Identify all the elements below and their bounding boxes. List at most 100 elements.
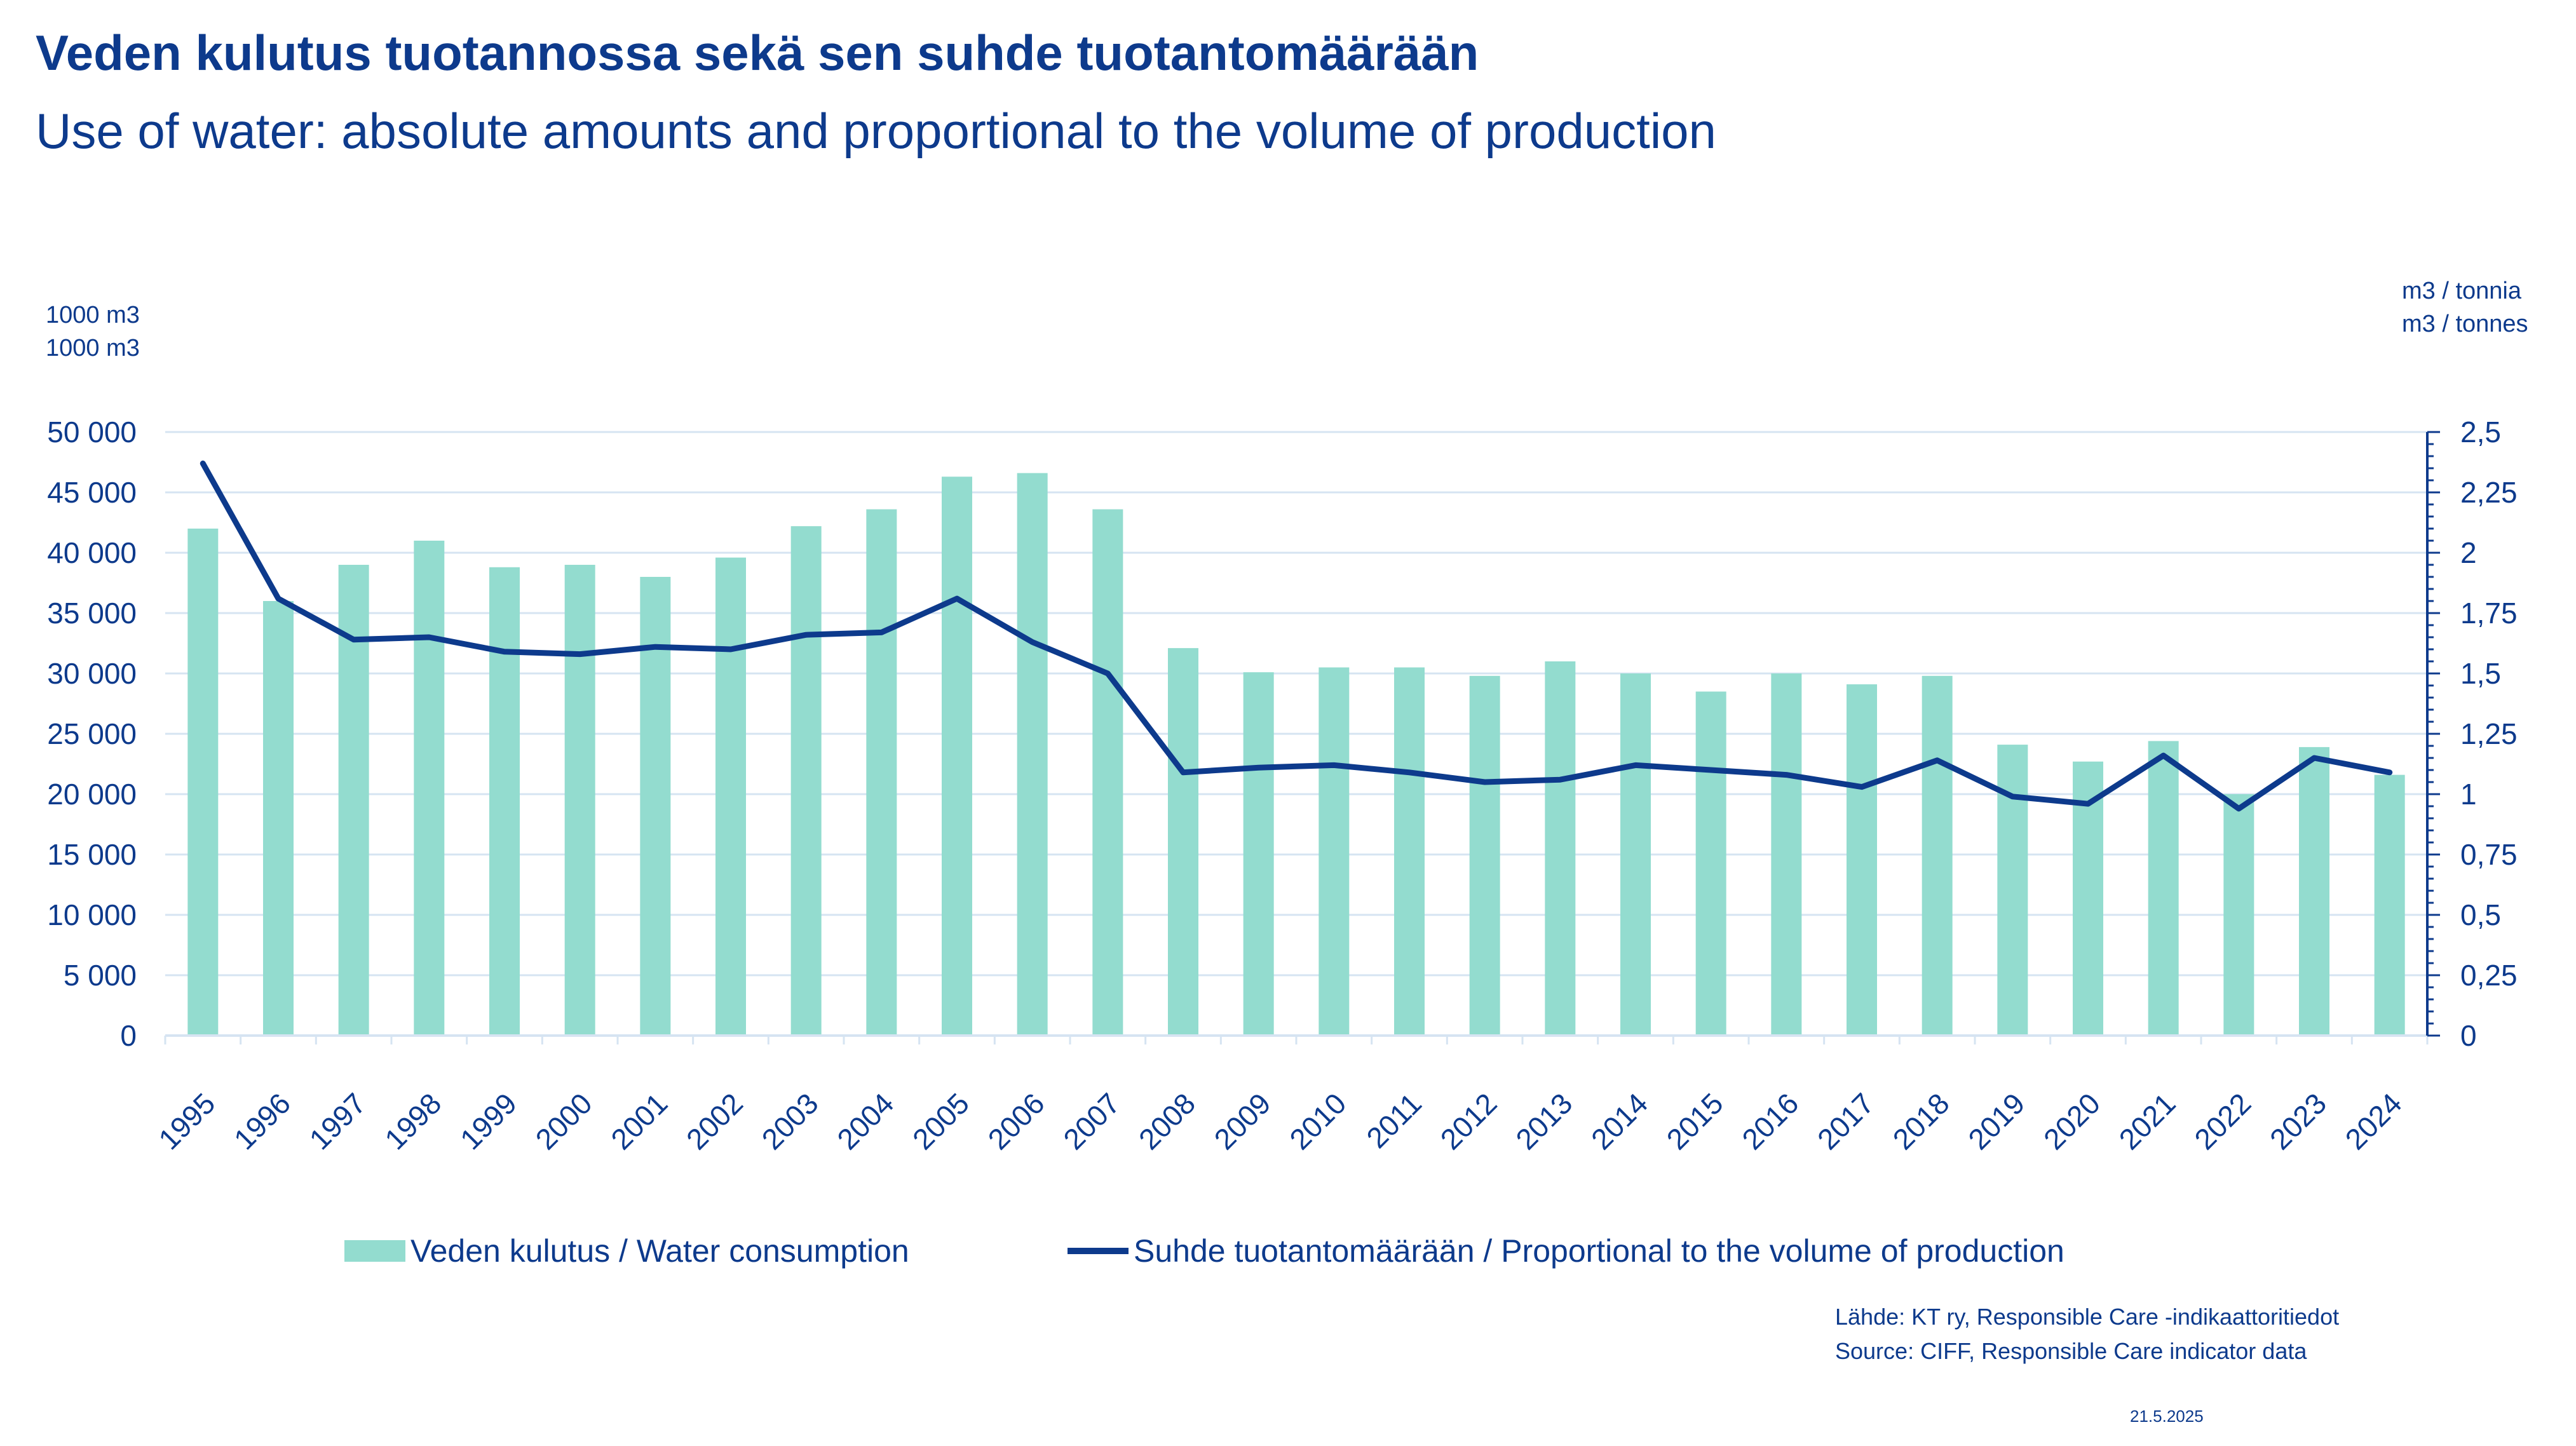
legend-bar-swatch [344, 1240, 405, 1262]
x-tick-label-2022: 2022 [2188, 1086, 2257, 1156]
bar-2023 [2299, 747, 2329, 1036]
bar-2013 [1545, 661, 1576, 1036]
line-point-2015 [1710, 769, 1712, 771]
line-point-2021 [2162, 755, 2164, 757]
x-tick-label-2009: 2009 [1208, 1086, 1277, 1156]
left-tick-label: 15 000 [47, 838, 137, 871]
x-tick-label-1995: 1995 [152, 1086, 221, 1156]
line-path [200, 460, 2393, 812]
chart-title: Veden kulutus tuotannossa sekä sen suhde… [36, 25, 1479, 81]
x-tick-label-2013: 2013 [1509, 1086, 1578, 1156]
x-tick-label-2020: 2020 [2037, 1086, 2106, 1156]
line-point-2002 [730, 649, 731, 650]
bar-1995 [187, 529, 219, 1036]
left-tick-label: 20 000 [47, 778, 137, 811]
bar-2022 [2223, 794, 2254, 1036]
x-tick-label-2000: 2000 [529, 1086, 599, 1156]
right-tick-label: 2 [2460, 536, 2477, 569]
left-tick-label: 10 000 [47, 898, 137, 931]
bar-2014 [1620, 673, 1651, 1036]
right-tick-label: 0 [2460, 1019, 2477, 1052]
left-tick-label: 25 000 [47, 717, 137, 750]
x-tick-label-1999: 1999 [454, 1086, 523, 1156]
x-axis-tick-labels: 1995 1996 1997 1998 1999 2000 2001 2002 2003 2004… [152, 1086, 2408, 1156]
bar-2012 [1469, 675, 1500, 1036]
left-axis-unit-fi: 1000 m3 [46, 302, 140, 328]
chart-subtitle: Use of water: absolute amounts and propo… [36, 103, 1716, 159]
x-tick-label-2012: 2012 [1434, 1086, 1503, 1156]
bar-1999 [489, 567, 520, 1036]
bar-2011 [1394, 667, 1425, 1036]
bar-2020 [2073, 761, 2103, 1036]
left-tick-label: 50 000 [47, 416, 137, 449]
source-line-en: Source: CIFF, Responsible Care indicator… [1835, 1338, 2307, 1364]
x-tick-label-2006: 2006 [982, 1086, 1051, 1156]
x-tick-label-2024: 2024 [2339, 1086, 2408, 1156]
x-tick-label-2005: 2005 [906, 1086, 975, 1156]
left-tick-label: 35 000 [47, 597, 137, 630]
axes [164, 431, 2440, 1044]
x-tick-label-2008: 2008 [1132, 1086, 1202, 1156]
left-tick-label: 0 [120, 1019, 137, 1052]
left-axis-tick-labels: 0 5 000 10 000 15 000 20 000 25 000 30 000 35 0… [47, 416, 137, 1052]
x-tick-label-2011: 2011 [1360, 1086, 1428, 1154]
bar-2010 [1319, 667, 1350, 1036]
line-point-2010 [1333, 764, 1335, 766]
left-axis-unit-en: 1000 m3 [46, 335, 140, 362]
bar-2009 [1243, 672, 1274, 1036]
line-point-2006 [1031, 641, 1033, 643]
left-tick-label: 30 000 [47, 657, 137, 690]
bar-2018 [1922, 675, 1953, 1036]
line-point-2018 [1936, 759, 1938, 761]
line-point-2016 [1786, 774, 1787, 776]
line-point-2017 [1861, 786, 1862, 788]
line-point-1997 [353, 639, 355, 640]
left-tick-label: 40 000 [47, 536, 137, 569]
bar-2021 [2148, 741, 2179, 1036]
bar-2005 [942, 476, 972, 1036]
source-line-fi: Lähde: KT ry, Responsible Care -indikaat… [1835, 1304, 2340, 1330]
bar-2008 [1168, 648, 1198, 1036]
source-note: Lähde: KT ry, Responsible Care -indikaat… [1835, 1300, 2339, 1368]
right-tick-label: 1,25 [2460, 717, 2518, 750]
right-tick-label: 0,75 [2460, 838, 2518, 871]
right-tick-label: 1,75 [2460, 597, 2518, 630]
left-tick-label: 5 000 [64, 959, 137, 992]
x-tick-label-1998: 1998 [378, 1086, 447, 1156]
right-tick-label: 1,5 [2460, 657, 2501, 690]
line-point-2022 [2238, 807, 2240, 809]
left-axis-unit: 1000 m3 1000 m3 [46, 299, 140, 365]
bar-2015 [1695, 691, 1726, 1036]
bar-2002 [715, 557, 746, 1036]
line-point-2014 [1635, 764, 1636, 766]
bar-1997 [338, 565, 369, 1036]
left-tick-label: 45 000 [47, 476, 137, 509]
bar-2017 [1847, 684, 1877, 1036]
line-point-2008 [1183, 771, 1184, 773]
x-tick-label-1997: 1997 [303, 1086, 372, 1156]
line-point-2024 [2389, 771, 2390, 773]
line-point-2005 [956, 598, 958, 600]
bar-1998 [414, 541, 445, 1036]
line-point-2004 [881, 632, 883, 633]
bar-2007 [1092, 509, 1123, 1036]
line-point-2000 [579, 653, 581, 655]
right-axis-unit-en: m3 / tonnes [2402, 311, 2528, 337]
line-point-2020 [2087, 803, 2089, 805]
x-tick-label-2001: 2001 [604, 1086, 674, 1156]
right-axis-unit: m3 / tonnia m3 / tonnes [2402, 274, 2528, 341]
x-tick-label-2002: 2002 [680, 1086, 749, 1156]
x-tick-label-2010: 2010 [1283, 1086, 1352, 1156]
right-axis-tick-labels: 0 0,25 0,5 0,75 1 1,25 1,5 1,75 2 2,25 2,5 [2460, 416, 2518, 1052]
right-tick-label: 2,5 [2460, 416, 2501, 449]
legend-item-proportional: Suhde tuotantomäärään / Proportional to … [1068, 1233, 2064, 1269]
line-point-2012 [1484, 781, 1486, 783]
line-series [200, 460, 2393, 812]
legend-line-swatch [1068, 1248, 1129, 1254]
bar-1996 [263, 601, 294, 1036]
gridlines [165, 431, 2427, 976]
bar-2006 [1017, 473, 1048, 1036]
bar-2024 [2374, 774, 2405, 1036]
x-tick-label-2019: 2019 [1962, 1086, 2031, 1156]
